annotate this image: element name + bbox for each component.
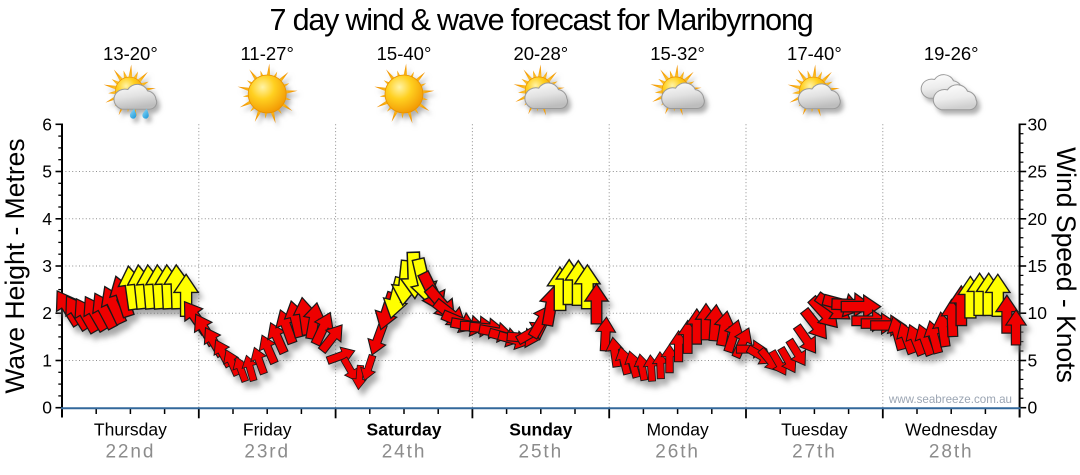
svg-text:Thursday: Thursday	[94, 420, 167, 440]
svg-text:17-40°: 17-40°	[787, 43, 842, 64]
svg-text:22nd: 22nd	[105, 442, 155, 463]
svg-text:Sunday: Sunday	[509, 420, 572, 440]
svg-text:2: 2	[42, 303, 52, 323]
svg-text:23rd: 23rd	[244, 442, 290, 463]
svg-text:6: 6	[42, 114, 52, 134]
svg-text:3: 3	[42, 256, 52, 276]
svg-text:11-27°: 11-27°	[241, 43, 294, 64]
svg-text:30: 30	[1028, 114, 1048, 134]
svg-text:Wave Height - Metres: Wave Height - Metres	[0, 138, 30, 393]
svg-text:13-20°: 13-20°	[103, 43, 158, 64]
svg-text:20-28°: 20-28°	[513, 43, 568, 64]
svg-text:4: 4	[42, 209, 52, 229]
svg-text:10: 10	[1028, 303, 1048, 323]
svg-text:7 day wind & wave forecast for: 7 day wind & wave forecast for Maribyrno…	[270, 3, 813, 37]
svg-text:1: 1	[42, 351, 52, 371]
svg-text:Saturday: Saturday	[367, 420, 442, 440]
svg-text:5: 5	[1028, 351, 1038, 371]
svg-text:19-26°: 19-26°	[924, 43, 979, 64]
svg-text:Tuesday: Tuesday	[781, 420, 848, 440]
svg-text:15-40°: 15-40°	[377, 43, 432, 64]
svg-text:15: 15	[1028, 256, 1047, 276]
svg-text:24th: 24th	[382, 442, 427, 463]
svg-text:Monday: Monday	[646, 420, 709, 440]
svg-text:20: 20	[1028, 209, 1048, 229]
svg-text:0: 0	[42, 398, 52, 418]
svg-text:0: 0	[1028, 398, 1038, 418]
svg-text:Wind Speed - Knots: Wind Speed - Knots	[1051, 147, 1080, 383]
svg-text:5: 5	[42, 162, 52, 182]
svg-text:27th: 27th	[792, 442, 837, 463]
svg-text:28th: 28th	[929, 442, 974, 463]
svg-text:www.seabreeze.com.au: www.seabreeze.com.au	[888, 393, 1012, 406]
svg-text:25: 25	[1028, 162, 1047, 182]
svg-text:26th: 26th	[655, 442, 700, 463]
svg-text:15-32°: 15-32°	[650, 43, 705, 64]
svg-text:Wednesday: Wednesday	[905, 420, 997, 440]
svg-text:Friday: Friday	[243, 420, 292, 440]
svg-text:25th: 25th	[519, 442, 564, 463]
